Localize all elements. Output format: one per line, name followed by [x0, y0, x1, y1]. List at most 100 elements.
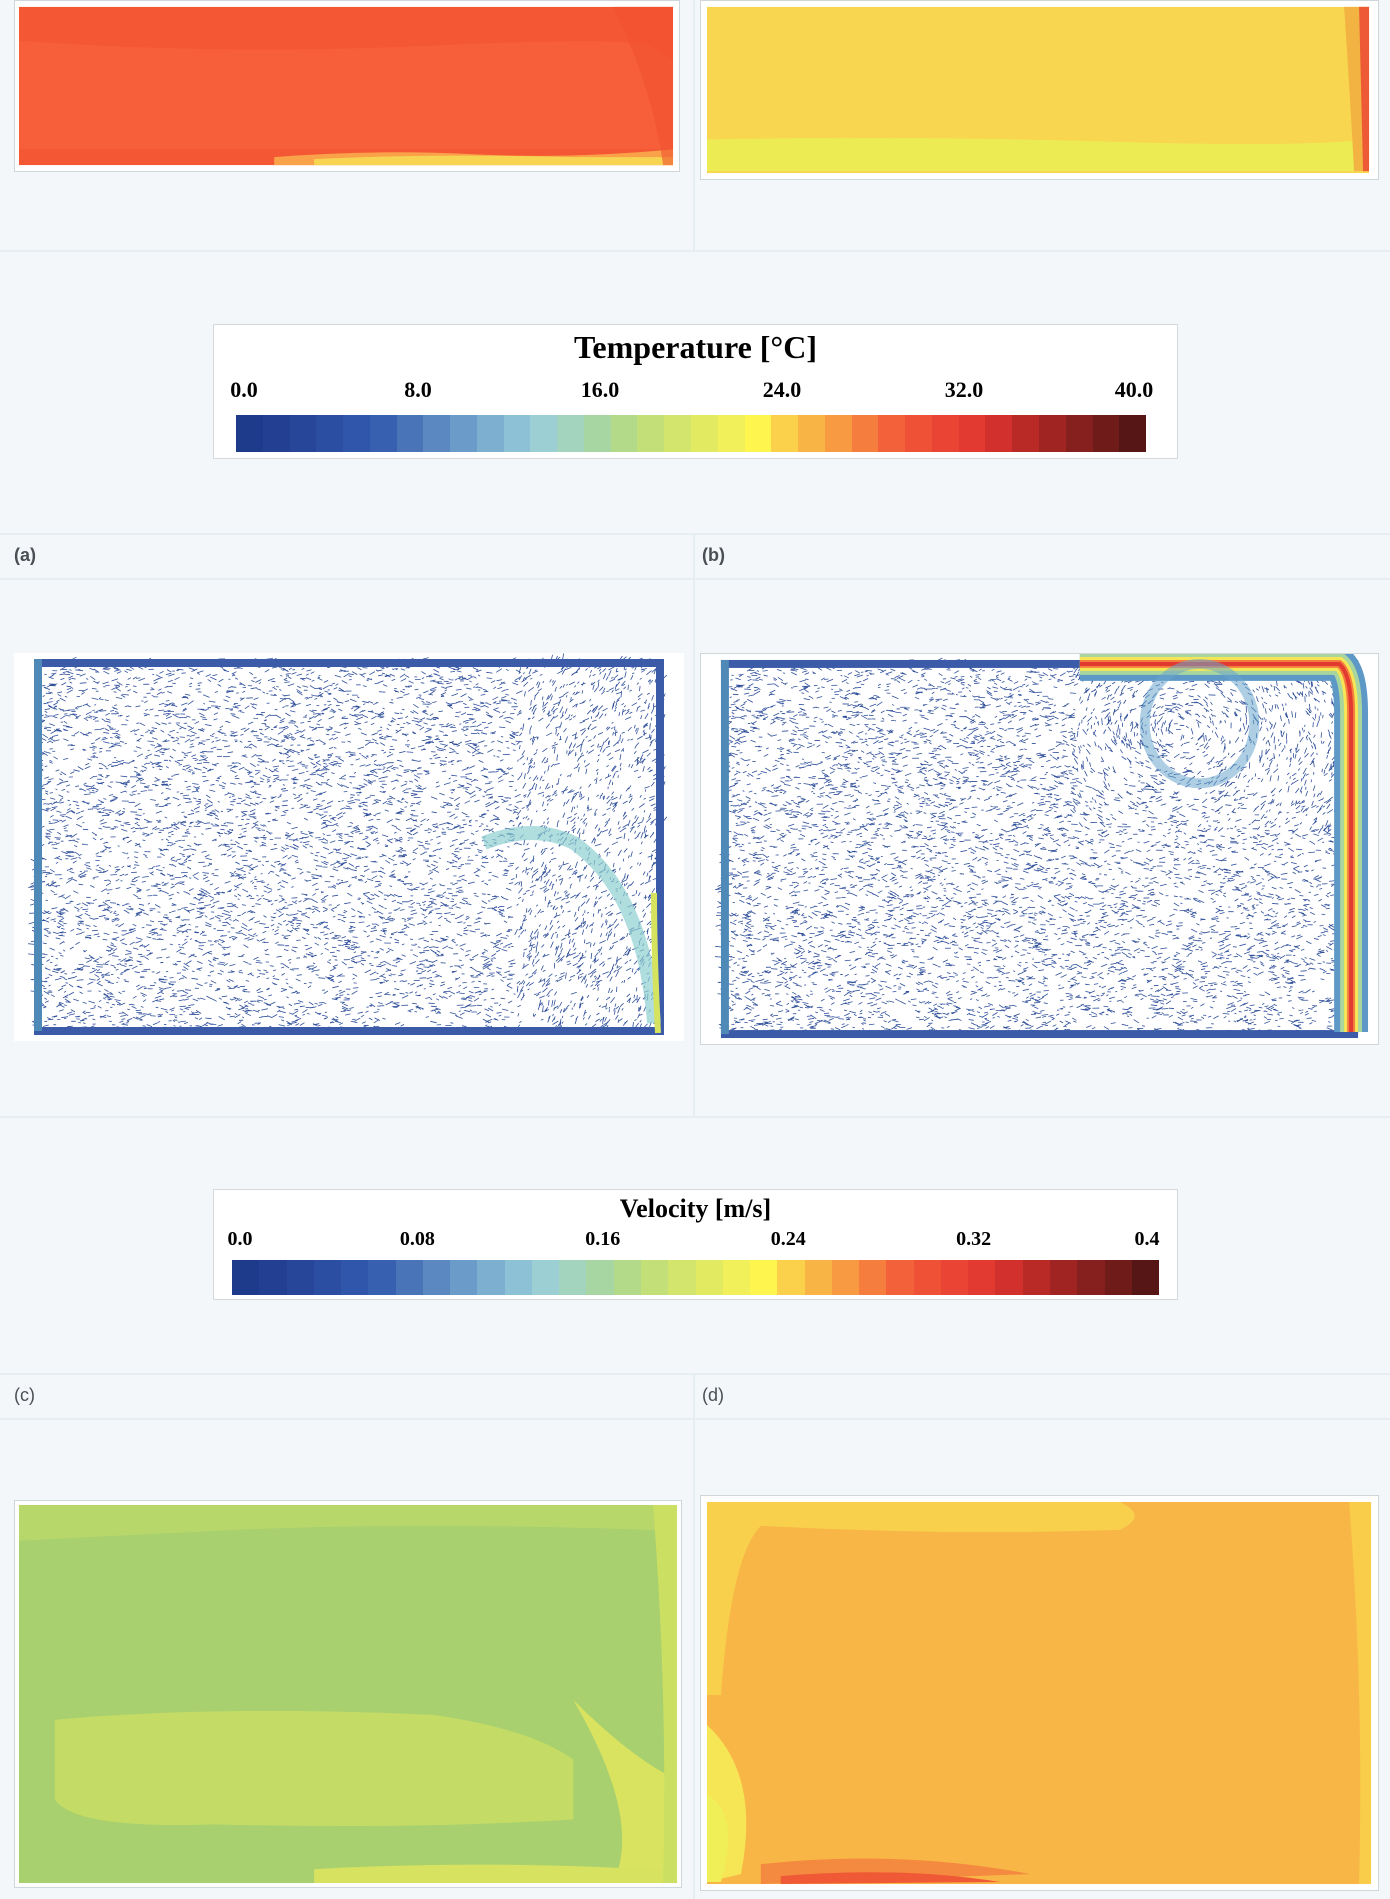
- color-swatch: [259, 1260, 287, 1295]
- color-swatch: [557, 415, 584, 452]
- color-swatch: [586, 1260, 614, 1295]
- color-swatch: [1049, 1260, 1078, 1295]
- color-swatch: [744, 415, 772, 452]
- color-swatch: [503, 415, 531, 452]
- color-swatch: [289, 415, 317, 452]
- panel-label-b: (b): [702, 545, 725, 565]
- color-swatch: [637, 415, 665, 452]
- row-divider: [0, 1116, 1390, 1118]
- color-swatch: [316, 415, 344, 452]
- color-swatch: [859, 1260, 887, 1295]
- color-swatch: [750, 1260, 778, 1295]
- color-swatch: [341, 1260, 369, 1295]
- color-swatch: [477, 1260, 505, 1295]
- color-swatch: [422, 1260, 451, 1295]
- colorbar-tick-label: 8.0: [404, 377, 432, 402]
- wall-jet: [1079, 661, 1354, 1033]
- colorbar-tick-label: 24.0: [762, 377, 802, 402]
- velocity-colorbar-title: Velocity [m/s]: [619, 1194, 772, 1223]
- color-swatch: [831, 1260, 860, 1295]
- color-swatch: [664, 415, 692, 452]
- color-swatch: [286, 1260, 314, 1295]
- velocity-colorbar: Velocity [m/s] 0.0 0.08 0.16 0.24 0.32 0.4: [213, 1189, 1178, 1300]
- color-swatch: [1012, 415, 1039, 452]
- column-divider-middle: [693, 533, 695, 1116]
- color-swatch: [1131, 1260, 1160, 1295]
- color-swatch: [236, 415, 263, 452]
- colorbar-tick-label: 0.24: [770, 1228, 806, 1250]
- color-swatch: [583, 415, 611, 452]
- temperature-contour-panel: [14, 1500, 682, 1888]
- color-swatch: [691, 415, 718, 452]
- column-divider-bottom: [693, 1373, 695, 1899]
- color-swatch: [450, 415, 477, 452]
- color-swatch: [905, 415, 932, 452]
- color-swatch: [1104, 1260, 1132, 1295]
- color-swatch: [968, 1260, 996, 1295]
- row-divider: [0, 578, 1390, 580]
- velocity-color-strip: [232, 1260, 1160, 1295]
- panel-label-d: (d): [702, 1385, 724, 1405]
- color-swatch: [985, 415, 1013, 452]
- color-swatch: [395, 1260, 423, 1295]
- color-swatch: [886, 1260, 914, 1295]
- color-swatch: [559, 1260, 587, 1295]
- velocity-vectors: [28, 653, 668, 1036]
- jet-flow: [481, 826, 661, 1024]
- color-swatch: [368, 1260, 396, 1295]
- row-divider: [0, 533, 1390, 535]
- color-swatch: [613, 1260, 641, 1295]
- color-swatch: [717, 415, 745, 452]
- colorbar-tick-label: 32.0: [944, 377, 984, 402]
- color-swatch: [1022, 1260, 1050, 1295]
- row-divider: [0, 1373, 1390, 1375]
- color-swatch: [531, 1260, 560, 1295]
- color-swatch: [313, 1260, 342, 1295]
- jet-flow: [651, 892, 661, 1034]
- temperature-contour-panel: [14, 0, 680, 172]
- color-swatch: [804, 1260, 832, 1295]
- temperature-colorbar: Temperature [°C] 0.0 8.0 16.0 24.0 32.0 40.0: [213, 324, 1178, 459]
- colorbar-tick-label: 0.08: [399, 1228, 435, 1250]
- panel-label-a: (a): [14, 545, 36, 565]
- vortex: [1139, 658, 1260, 789]
- color-swatch: [640, 1260, 669, 1295]
- color-swatch: [940, 1260, 969, 1295]
- color-swatch: [824, 415, 852, 452]
- velocity-vector-panel: [14, 653, 684, 1041]
- color-swatch: [232, 1260, 260, 1295]
- colorbar-tick-label: 0.4: [1134, 1228, 1160, 1250]
- color-swatch: [476, 415, 504, 452]
- color-swatch: [695, 1260, 723, 1295]
- color-swatch: [798, 415, 825, 452]
- colorbar-tick-label: 0.16: [585, 1228, 621, 1250]
- temperature-contour-panel: [700, 0, 1379, 180]
- colorbar-tick-label: 0.0: [227, 1228, 253, 1250]
- color-swatch: [995, 1260, 1023, 1295]
- color-swatch: [777, 1260, 805, 1295]
- colorbar-tick-label: 16.0: [580, 377, 620, 402]
- colorbar-tick-label: 0.32: [956, 1228, 992, 1250]
- color-swatch: [369, 415, 397, 452]
- color-swatch: [722, 1260, 751, 1295]
- column-divider-top: [693, 0, 695, 250]
- color-swatch: [913, 1260, 941, 1295]
- colorbar-tick-label: 40.0: [1114, 377, 1154, 402]
- color-swatch: [423, 415, 451, 452]
- color-swatch: [610, 415, 638, 452]
- color-swatch: [1077, 1260, 1105, 1295]
- color-swatch: [1119, 415, 1147, 452]
- colorbar-tick-label: 0.0: [230, 377, 258, 402]
- color-swatch: [1038, 415, 1066, 452]
- color-swatch: [771, 415, 799, 452]
- color-swatch: [878, 415, 906, 452]
- row-divider: [0, 250, 1390, 252]
- color-swatch: [1065, 415, 1093, 452]
- color-swatch: [1092, 415, 1120, 452]
- color-swatch: [450, 1260, 478, 1295]
- color-swatch: [668, 1260, 696, 1295]
- velocity-vectors: [715, 654, 1369, 1039]
- panel-label-c: (c): [14, 1385, 35, 1405]
- color-swatch: [931, 415, 959, 452]
- color-swatch: [262, 415, 290, 452]
